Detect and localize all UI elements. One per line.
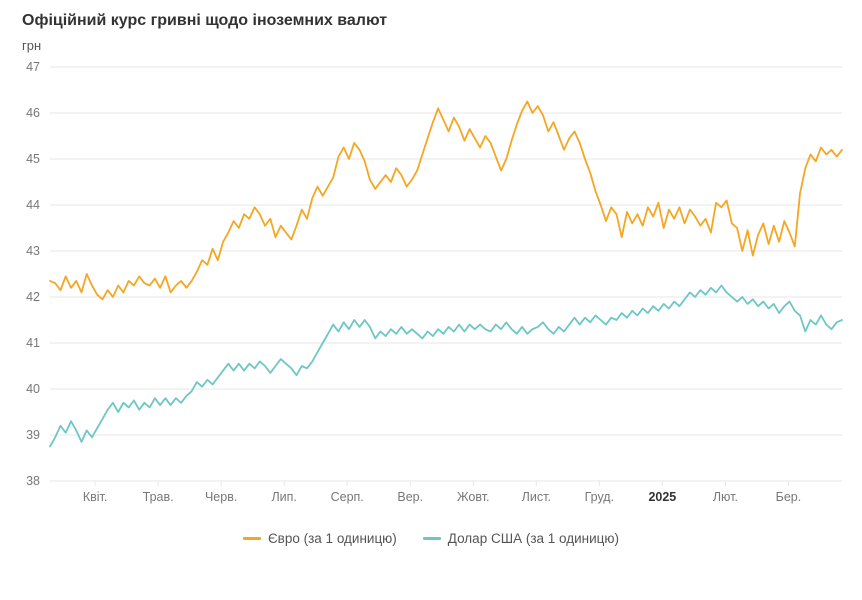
svg-text:45: 45 xyxy=(26,152,40,166)
svg-text:Лип.: Лип. xyxy=(271,490,296,504)
svg-text:40: 40 xyxy=(26,382,40,396)
svg-text:Серп.: Серп. xyxy=(331,490,364,504)
svg-text:46: 46 xyxy=(26,106,40,120)
svg-text:Вер.: Вер. xyxy=(397,490,423,504)
svg-text:Лист.: Лист. xyxy=(522,490,551,504)
legend-label-usd: Долар США (за 1 одиницю) xyxy=(448,531,619,546)
chart-container: Офіційний курс гривні щодо іноземних вал… xyxy=(0,0,862,600)
svg-text:38: 38 xyxy=(26,474,40,488)
legend-swatch-euro xyxy=(243,537,261,540)
svg-text:Груд.: Груд. xyxy=(585,490,614,504)
plot-area: 38 39 40 41 42 43 44 45 46 47 Квіт. Трав. Черв. Лип. С… xyxy=(0,57,862,527)
svg-text:44: 44 xyxy=(26,198,40,212)
legend-item-usd: Долар США (за 1 одиницю) xyxy=(423,531,619,546)
svg-text:Бер.: Бер. xyxy=(776,490,802,504)
svg-text:2025: 2025 xyxy=(648,490,676,504)
svg-text:39: 39 xyxy=(26,428,40,442)
svg-text:Лют.: Лют. xyxy=(713,490,738,504)
svg-text:Жовт.: Жовт. xyxy=(457,490,490,504)
svg-text:43: 43 xyxy=(26,244,40,258)
legend-swatch-usd xyxy=(423,537,441,540)
svg-text:41: 41 xyxy=(26,336,40,350)
svg-text:Трав.: Трав. xyxy=(143,490,174,504)
chart-title: Офіційний курс гривні щодо іноземних вал… xyxy=(0,12,862,30)
svg-text:47: 47 xyxy=(26,60,40,74)
svg-text:Черв.: Черв. xyxy=(205,490,237,504)
svg-text:Квіт.: Квіт. xyxy=(83,490,108,504)
legend-item-euro: Євро (за 1 одиницю) xyxy=(243,531,397,546)
svg-text:42: 42 xyxy=(26,290,40,304)
line-chart-svg: 38 39 40 41 42 43 44 45 46 47 Квіт. Трав. Черв. Лип. С… xyxy=(0,57,862,527)
y-axis-unit: грн xyxy=(0,38,862,53)
legend: Євро (за 1 одиницю) Долар США (за 1 один… xyxy=(0,531,862,546)
legend-label-euro: Євро (за 1 одиницю) xyxy=(268,531,397,546)
